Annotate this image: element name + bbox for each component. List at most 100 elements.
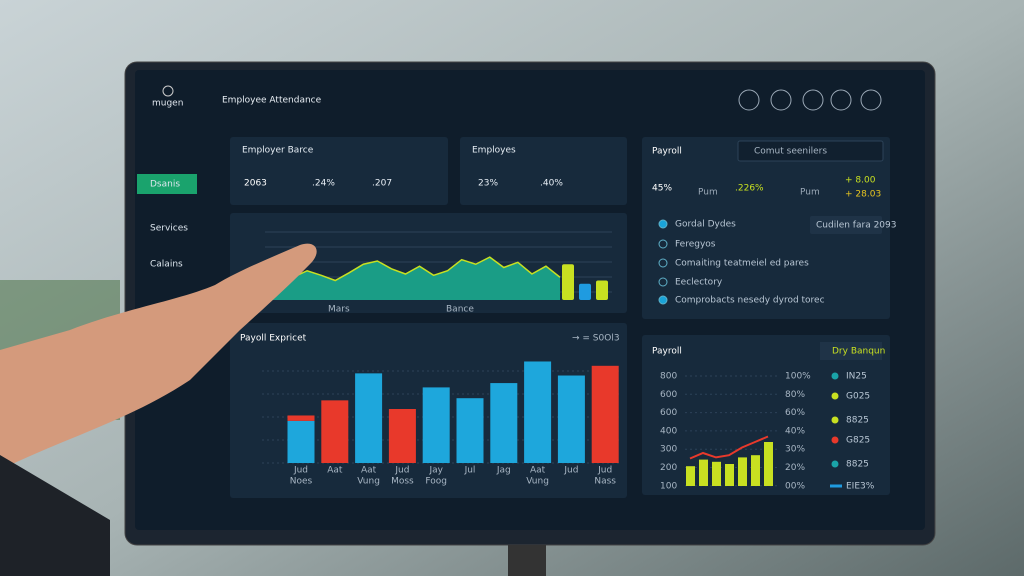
list-item: Eeclectory	[675, 278, 723, 288]
x-label: Vung	[357, 477, 380, 487]
x-label: Bance	[446, 305, 474, 315]
toolbar-button[interactable]	[830, 89, 852, 111]
bar	[712, 461, 721, 486]
nav-item[interactable]: Services	[150, 224, 188, 234]
card-title: Payroll	[652, 147, 682, 157]
logo: mugen	[152, 99, 183, 109]
x-label: Jud	[563, 466, 578, 476]
x-label: Jag	[496, 466, 511, 476]
y-tick-label: 20%	[785, 463, 805, 473]
x-label: Nass	[594, 477, 616, 487]
x-label: Noes	[290, 477, 313, 487]
legend-swatch	[831, 372, 839, 380]
unit: Pum	[698, 188, 718, 198]
bar	[321, 400, 349, 463]
toolbar-button[interactable]	[860, 89, 882, 111]
mini-bar	[562, 264, 574, 300]
badge	[810, 216, 882, 234]
bar	[456, 398, 484, 463]
mini-bar	[579, 283, 591, 300]
kpi-value: 23%	[478, 179, 498, 189]
sleeve	[0, 455, 110, 576]
bar	[287, 420, 315, 463]
list-icon	[658, 219, 668, 229]
list-item: Comprobacts nesedy dyrod torec	[675, 296, 825, 306]
stand	[508, 545, 546, 576]
x-label: Aat	[327, 466, 343, 476]
bar	[422, 387, 450, 463]
legend-label: EIE3%	[846, 482, 875, 492]
y-tick-label: 40%	[785, 426, 805, 436]
x-label: Foog	[425, 477, 447, 487]
line	[689, 435, 769, 460]
dashboard: mugen Employee Attendance Dsanis Services Ca…	[137, 85, 896, 498]
x-label: Jud	[293, 466, 308, 476]
y-tick-label: 400	[660, 426, 677, 436]
nav-active	[137, 174, 197, 194]
bar	[725, 464, 734, 486]
legend-swatch	[830, 484, 842, 488]
kpi-card	[460, 137, 627, 205]
kpi-value: 45%	[652, 184, 672, 194]
bar	[524, 361, 552, 463]
y-tick-label: 800	[660, 372, 677, 382]
card-title: Employes	[472, 146, 516, 156]
x-label: Jud	[394, 466, 409, 476]
payroll-card	[642, 137, 890, 319]
list-icon	[658, 277, 668, 287]
toolbar-button[interactable]	[738, 89, 760, 111]
y-tick-label: 600	[660, 408, 677, 418]
badge-text: Cudilen fara 2093	[816, 221, 896, 231]
list-icon	[658, 239, 668, 249]
y-tick-label: 200	[660, 463, 677, 473]
payroll-chart-panel	[642, 335, 890, 495]
delta: + 28.03	[845, 190, 881, 200]
page-title: Employee Attendance	[222, 96, 322, 106]
logo-icon	[162, 85, 174, 97]
legend-label: IN25	[846, 372, 867, 382]
search-text: Comut seenilers	[754, 147, 827, 157]
bar	[738, 457, 747, 486]
toolbar-button[interactable]	[802, 89, 824, 111]
legend-label: G025	[846, 392, 870, 402]
legend-label: 8825	[846, 416, 869, 426]
y-tick-label: 100	[660, 481, 677, 491]
area	[265, 257, 560, 300]
search-box[interactable]	[737, 140, 884, 162]
list-icon	[658, 295, 668, 305]
list-item: Feregyos	[675, 240, 716, 250]
bar	[699, 459, 708, 486]
chart-title: Payroll	[652, 347, 682, 357]
chart-title: Payoll Expricet	[240, 334, 307, 344]
x-label: Jay	[428, 466, 443, 476]
kpi-value: .226%	[735, 184, 764, 194]
card-title: Employer Barce	[242, 146, 314, 156]
y-tick-label: 80%	[785, 390, 805, 400]
bar-cap	[287, 415, 315, 421]
y-tick-label: 100%	[785, 372, 811, 382]
bar	[355, 373, 383, 463]
nav-item[interactable]: Dsanis	[150, 180, 180, 190]
y-tick-label: 30%	[785, 445, 805, 455]
y-tick-label: 300	[660, 445, 677, 455]
list-icon	[658, 258, 668, 268]
bar	[388, 409, 416, 463]
bar	[764, 442, 773, 486]
x-label: Aat	[530, 466, 546, 476]
area-line	[264, 256, 561, 288]
legend-swatch	[831, 460, 839, 468]
toolbar-button[interactable]	[770, 89, 792, 111]
nav-item[interactable]: Calains	[150, 260, 183, 270]
legend-swatch	[831, 416, 839, 424]
kpi-value: .207	[372, 179, 392, 189]
x-label: Jud	[597, 466, 612, 476]
y-tick-label: 60%	[785, 408, 805, 418]
x-label: Aat	[361, 466, 377, 476]
bar	[591, 365, 619, 463]
hand	[0, 243, 317, 470]
legend: → = S0Ol3	[572, 334, 620, 344]
kpi-card	[230, 137, 448, 205]
list-item: Gordal Dydes	[675, 220, 736, 230]
bar	[686, 466, 695, 486]
